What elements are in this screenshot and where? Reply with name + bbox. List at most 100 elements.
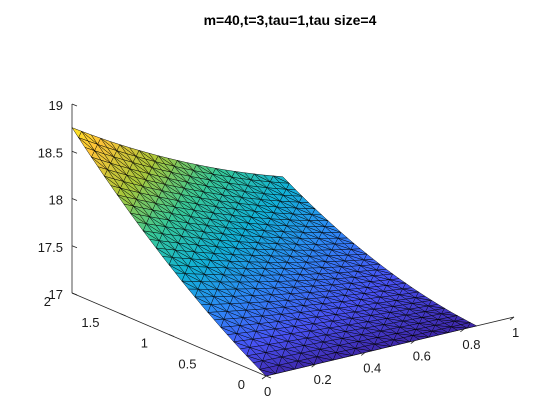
mesh-facet [309, 255, 326, 262]
mesh-facet [299, 237, 316, 245]
mesh-facet [199, 197, 217, 208]
x-tick-label: 0.4 [363, 360, 381, 375]
mesh-facet [383, 289, 400, 295]
x-tick-label-mark [311, 363, 316, 368]
mesh-facet [286, 262, 304, 269]
mesh-facet [367, 286, 384, 292]
mesh-facet [431, 328, 449, 333]
mesh-facet [344, 260, 361, 266]
mesh-facet [303, 343, 321, 350]
mesh-facet [186, 182, 204, 193]
mesh-facet [228, 182, 245, 192]
mesh-facet [253, 173, 271, 183]
mesh-facet [290, 292, 307, 300]
mesh-facet [212, 212, 230, 222]
mesh-facet [334, 243, 352, 250]
mesh-facet [238, 203, 255, 212]
mesh-facet [225, 227, 243, 236]
mesh-facet [399, 293, 416, 298]
mesh-facet [266, 187, 284, 196]
y-tick-label: 1.5 [81, 315, 99, 330]
mesh-facet [215, 168, 233, 178]
mesh-facet [158, 196, 176, 208]
mesh-facet [350, 248, 368, 255]
mesh-facet [97, 144, 114, 158]
mesh-facet [187, 265, 205, 275]
mesh-facet [231, 176, 249, 186]
mesh-facet [170, 171, 188, 183]
mesh-facet [299, 273, 317, 281]
mesh-facet [81, 131, 98, 145]
mesh-facet [236, 332, 254, 340]
mesh-facet [374, 341, 391, 347]
mesh-facet [363, 292, 381, 298]
mesh-facet [171, 257, 189, 267]
mesh-facet [305, 226, 323, 233]
mesh-facet [210, 303, 228, 312]
mesh-facet [197, 244, 214, 254]
mesh-facet [345, 329, 362, 335]
mesh-facet [203, 231, 221, 241]
mesh-facet [306, 261, 323, 268]
mesh-facet [311, 214, 329, 222]
mesh-facet [193, 170, 210, 181]
z-tick-label-mark [71, 245, 78, 249]
mesh-facet [193, 209, 211, 220]
mesh-facet [200, 238, 217, 247]
x-tick-label: 1 [512, 325, 519, 340]
mesh-facet [331, 249, 348, 256]
mesh-facet [357, 270, 374, 277]
mesh-facet [203, 191, 220, 202]
mesh-facet [91, 156, 108, 170]
mesh-facet [402, 319, 420, 324]
mesh-facet [392, 304, 410, 310]
mesh-facet [257, 242, 275, 251]
mesh-facet [354, 276, 371, 282]
mesh-facet [219, 239, 237, 249]
mesh-facet [434, 323, 452, 328]
mesh-facet [252, 337, 270, 345]
mesh-facet [251, 255, 269, 263]
mesh-facet [151, 167, 169, 179]
mesh-facet [123, 181, 140, 193]
mesh-facet [376, 268, 393, 275]
mesh-facet [117, 194, 134, 207]
mesh-facet [142, 230, 160, 241]
y-tick-label: 2 [44, 294, 51, 309]
mesh-facet [300, 350, 318, 358]
mesh-facet [347, 254, 365, 261]
mesh-facet [339, 343, 356, 349]
mesh-facet [357, 304, 375, 310]
mesh-facet [290, 332, 308, 339]
mesh-facet [341, 300, 359, 306]
mesh-facet [244, 191, 262, 200]
mesh-facet [132, 162, 150, 174]
mesh-facet [344, 294, 362, 300]
mesh-facet [292, 213, 310, 221]
mesh-facet [209, 179, 226, 190]
mesh-facet [302, 267, 320, 275]
mesh-facet [295, 207, 313, 215]
z-tick-label: 18.5 [38, 145, 63, 160]
mesh-facet [135, 156, 153, 168]
mesh-facet [265, 307, 282, 315]
x-tick-label: 0.6 [413, 349, 431, 364]
mesh-facet [162, 233, 179, 244]
mesh-facet [196, 203, 214, 214]
mesh-facet [412, 301, 429, 307]
mesh-facet [277, 320, 295, 327]
mesh-facet [183, 188, 201, 199]
mesh-facet [249, 345, 267, 353]
mesh-facet [177, 200, 195, 211]
mesh-facet [232, 254, 250, 263]
mesh-facet [341, 266, 358, 272]
mesh-facet [428, 304, 445, 309]
mesh-facet [251, 216, 268, 225]
mesh-facet [321, 232, 339, 239]
mesh-facet [254, 211, 271, 220]
mesh-facet [383, 322, 401, 328]
mesh-facet [306, 336, 324, 343]
mesh-facet [226, 333, 238, 343]
mesh-facet [328, 255, 345, 262]
mesh-facet [158, 240, 176, 251]
